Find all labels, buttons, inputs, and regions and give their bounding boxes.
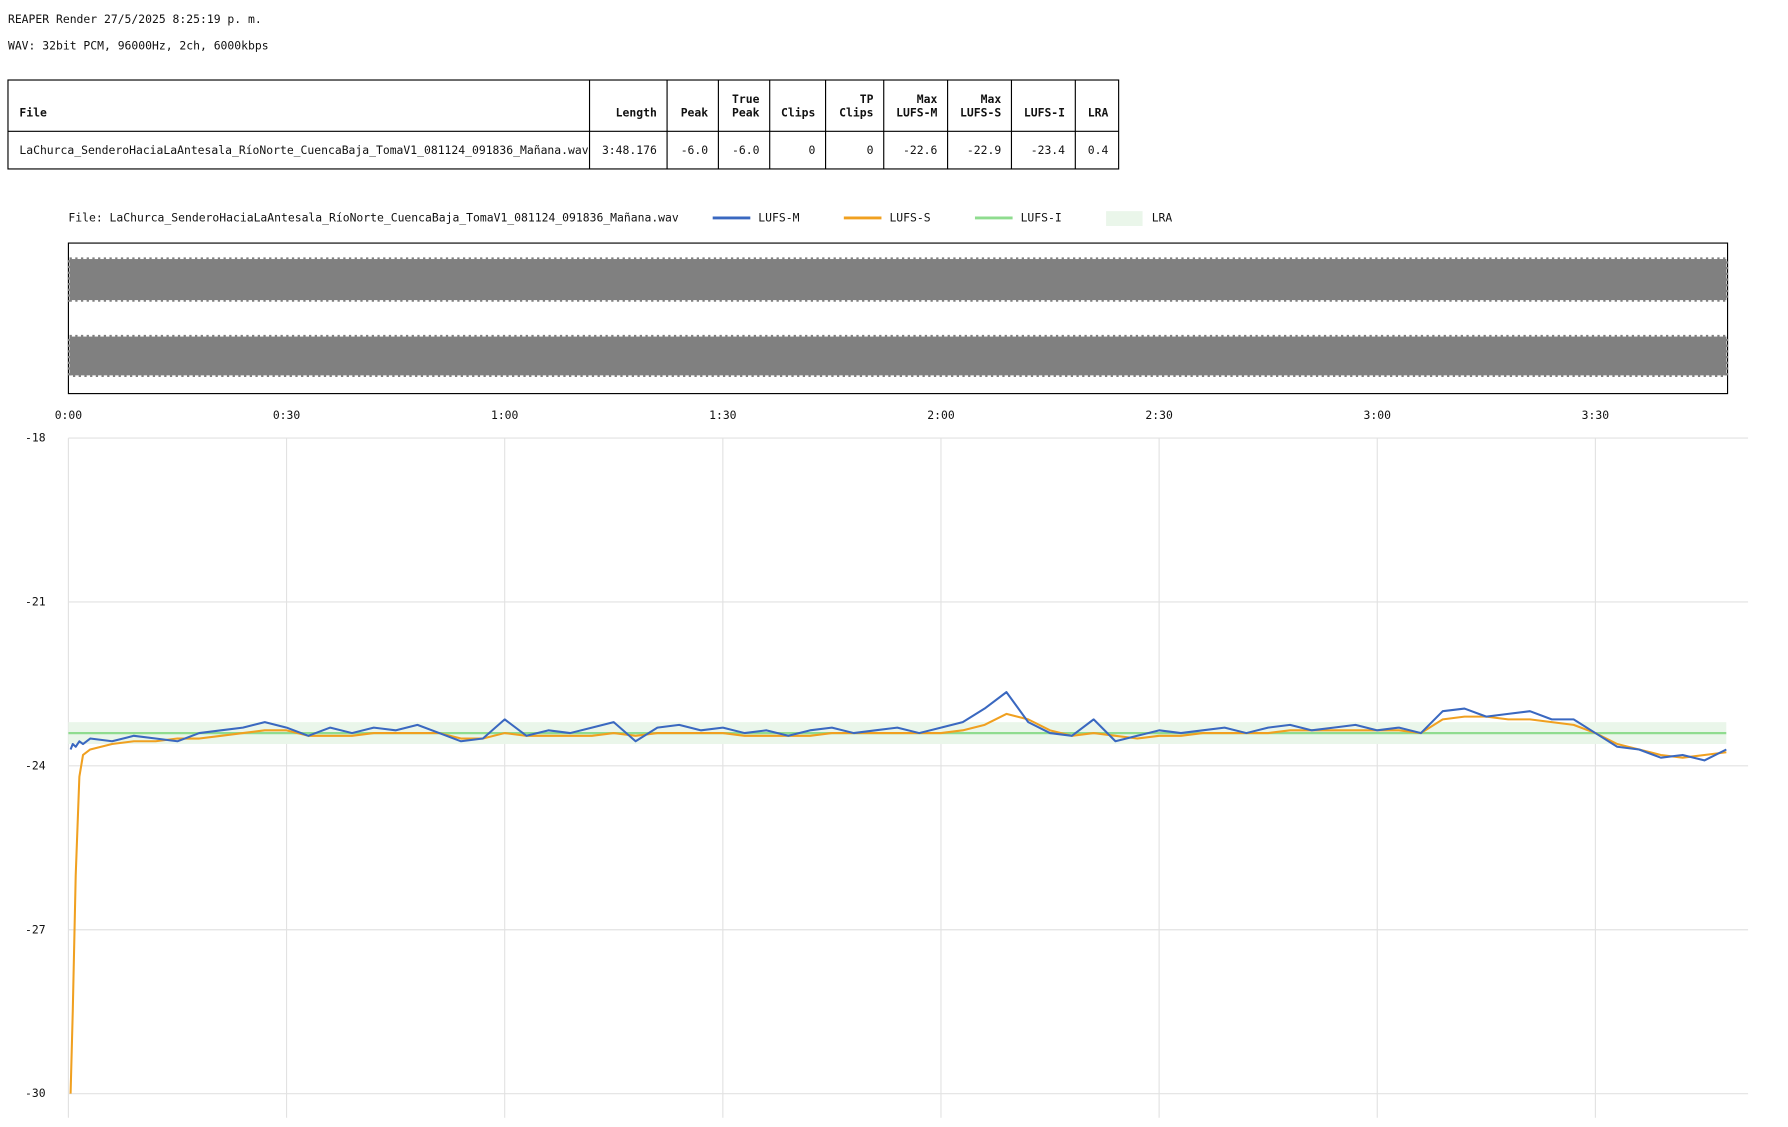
table-cell: 0	[867, 143, 874, 157]
column-header: Peak	[732, 106, 760, 120]
y-tick-label: -27	[25, 922, 46, 936]
column-header: Max	[917, 92, 938, 106]
column-header: LUFS-S	[960, 106, 1001, 120]
column-header: True	[732, 92, 760, 106]
x-tick-label: 0:30	[273, 408, 301, 422]
table-cell: -23.4	[1031, 143, 1065, 157]
column-header: Peak	[681, 106, 709, 120]
column-header: TP	[860, 92, 874, 106]
column-header: LUFS-M	[896, 106, 937, 120]
legend-title: File: LaChurca_SenderoHaciaLaAntesala_Rí…	[68, 210, 678, 224]
plot: File: LaChurca_SenderoHaciaLaAntesala_Rí…	[25, 210, 1749, 1118]
column-header: Clips	[839, 106, 873, 120]
series-line	[69, 691, 1727, 762]
legend-swatch	[1106, 211, 1143, 226]
waveform-right	[67, 334, 1729, 378]
x-tick-label: 0:00	[55, 408, 83, 422]
y-tick-label: -24	[25, 758, 46, 772]
column-header: LUFS-I	[1024, 106, 1065, 120]
y-tick-label: -30	[25, 1086, 46, 1100]
table-cell: 0	[808, 143, 815, 157]
table-cell: -22.6	[903, 143, 937, 157]
legend-label: LUFS-I	[1021, 210, 1062, 224]
table-cell: LaChurca_SenderoHaciaLaAntesala_RíoNorte…	[19, 143, 588, 157]
table-cell: -22.9	[967, 143, 1001, 157]
column-header: Clips	[781, 106, 815, 120]
table-cell: 0.4	[1088, 143, 1109, 157]
column-header: Length	[616, 106, 657, 120]
x-tick-label: 3:30	[1582, 408, 1610, 422]
y-tick-label: -18	[25, 431, 46, 445]
x-tick-label: 2:30	[1145, 408, 1173, 422]
series-line	[69, 712, 1727, 1094]
waveform-left	[67, 257, 1729, 302]
table-cell: -6.0	[681, 143, 709, 157]
x-tick-label: 3:00	[1364, 408, 1392, 422]
table-cell: -6.0	[732, 143, 760, 157]
x-tick-label: 2:00	[927, 408, 955, 422]
report-title: REAPER Render 27/5/2025 8:25:19 p. m.	[8, 12, 262, 26]
column-header: File	[19, 106, 47, 120]
column-header: LRA	[1088, 106, 1109, 120]
format-info: WAV: 32bit PCM, 96000Hz, 2ch, 6000kbps	[8, 38, 269, 52]
column-header: Max	[981, 92, 1002, 106]
legend-label: LRA	[1152, 210, 1173, 224]
table-border	[7, 79, 1120, 170]
x-tick-label: 1:30	[709, 408, 737, 422]
legend-label: LUFS-M	[758, 210, 799, 224]
y-tick-label: -21	[25, 594, 46, 608]
table-cell: 3:48.176	[602, 143, 657, 157]
x-tick-label: 1:00	[491, 408, 519, 422]
legend-label: LUFS-S	[889, 210, 930, 224]
